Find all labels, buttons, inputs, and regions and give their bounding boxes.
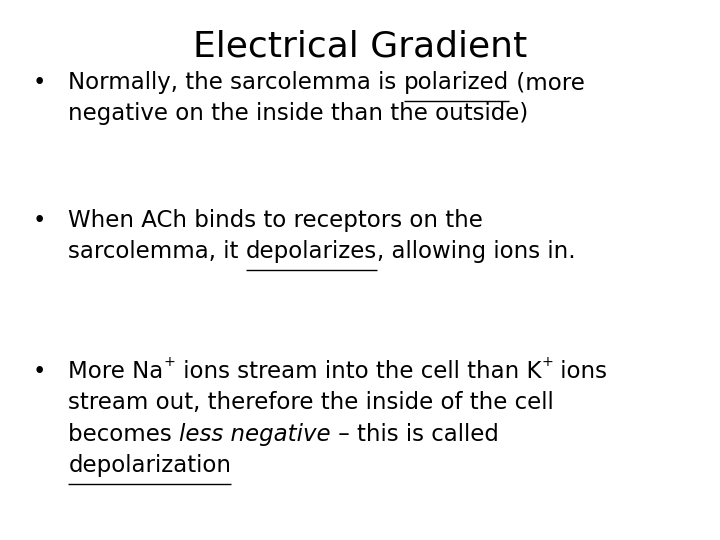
Text: sarcolemma, it: sarcolemma, it bbox=[68, 240, 246, 263]
Text: +: + bbox=[541, 355, 553, 369]
Text: •: • bbox=[32, 71, 46, 94]
Text: – this is called: – this is called bbox=[331, 423, 499, 445]
Text: stream out, therefore the inside of the cell: stream out, therefore the inside of the … bbox=[68, 392, 554, 414]
Text: ions stream into the cell than K: ions stream into the cell than K bbox=[176, 360, 541, 383]
Text: ions: ions bbox=[553, 360, 607, 383]
Text: Normally, the sarcolemma is: Normally, the sarcolemma is bbox=[68, 71, 404, 94]
Text: When ACh binds to receptors on the: When ACh binds to receptors on the bbox=[68, 209, 483, 232]
Text: , allowing ions in.: , allowing ions in. bbox=[377, 240, 576, 263]
Text: polarized: polarized bbox=[404, 71, 509, 94]
Text: +: + bbox=[163, 355, 176, 369]
Text: becomes: becomes bbox=[68, 423, 179, 445]
Text: •: • bbox=[32, 209, 46, 232]
Text: negative on the inside than the outside): negative on the inside than the outside) bbox=[68, 103, 528, 125]
Text: More Na: More Na bbox=[68, 360, 163, 383]
Text: depolarization: depolarization bbox=[68, 454, 231, 477]
Text: (more: (more bbox=[509, 71, 585, 94]
Text: •: • bbox=[32, 360, 46, 383]
Text: less negative: less negative bbox=[179, 423, 331, 445]
Text: Electrical Gradient: Electrical Gradient bbox=[193, 30, 527, 64]
Text: depolarizes: depolarizes bbox=[246, 240, 377, 263]
